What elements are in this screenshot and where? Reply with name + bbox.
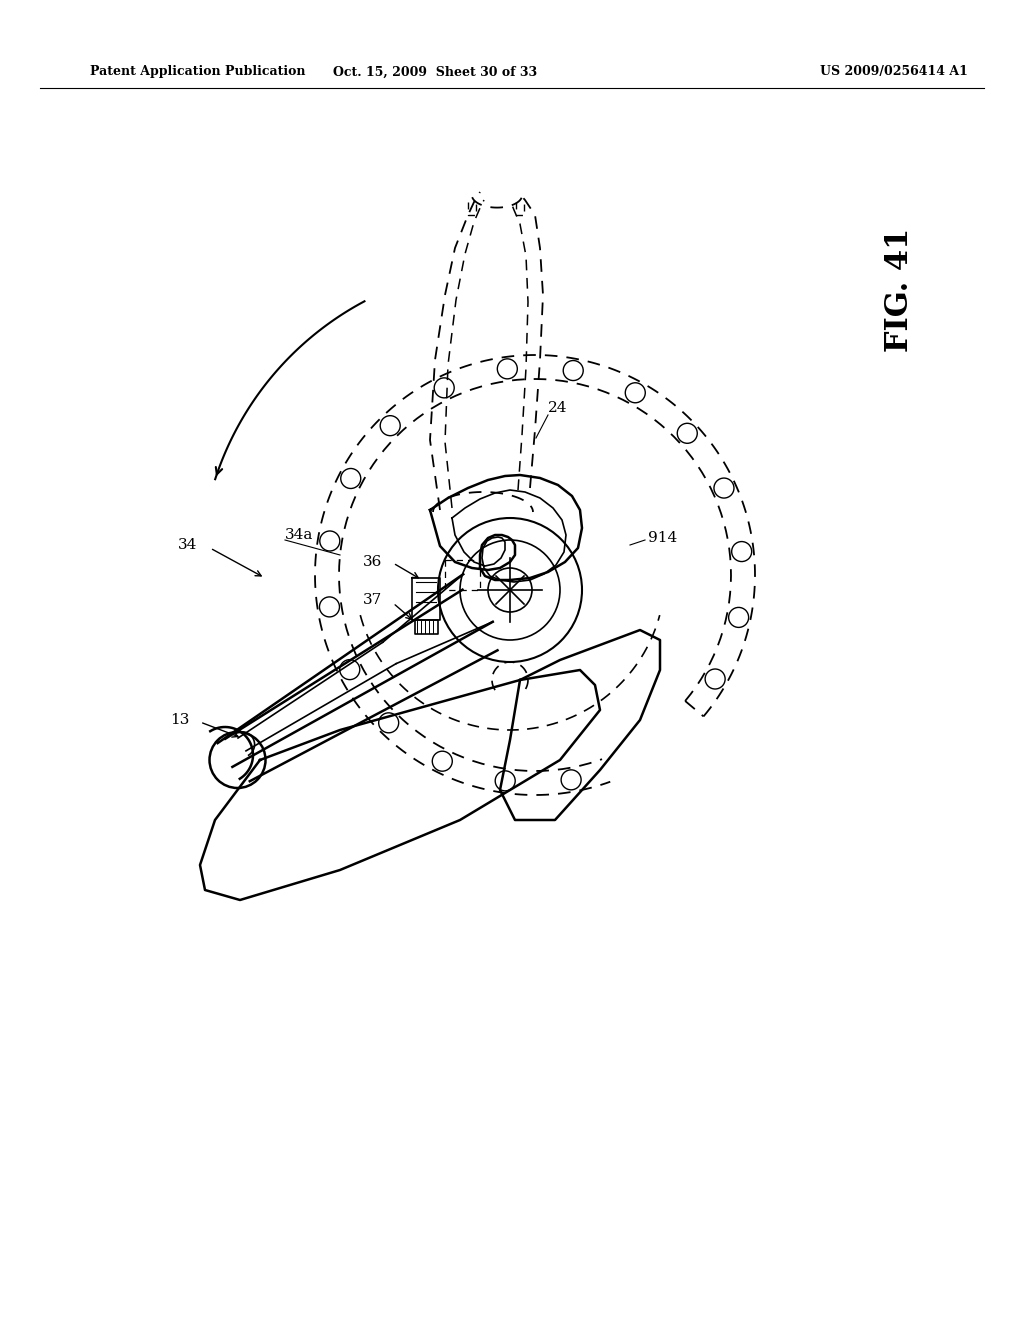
Text: 34: 34 xyxy=(178,539,198,552)
Text: 36: 36 xyxy=(362,554,382,569)
Text: 914: 914 xyxy=(648,531,677,545)
Text: 24: 24 xyxy=(548,401,567,414)
Text: US 2009/0256414 A1: US 2009/0256414 A1 xyxy=(820,66,968,78)
Text: FIG. 41: FIG. 41 xyxy=(885,228,915,352)
Text: Oct. 15, 2009  Sheet 30 of 33: Oct. 15, 2009 Sheet 30 of 33 xyxy=(333,66,537,78)
Text: 13: 13 xyxy=(171,713,190,727)
Text: 37: 37 xyxy=(362,593,382,607)
Text: Patent Application Publication: Patent Application Publication xyxy=(90,66,305,78)
Text: 34a: 34a xyxy=(285,528,313,543)
